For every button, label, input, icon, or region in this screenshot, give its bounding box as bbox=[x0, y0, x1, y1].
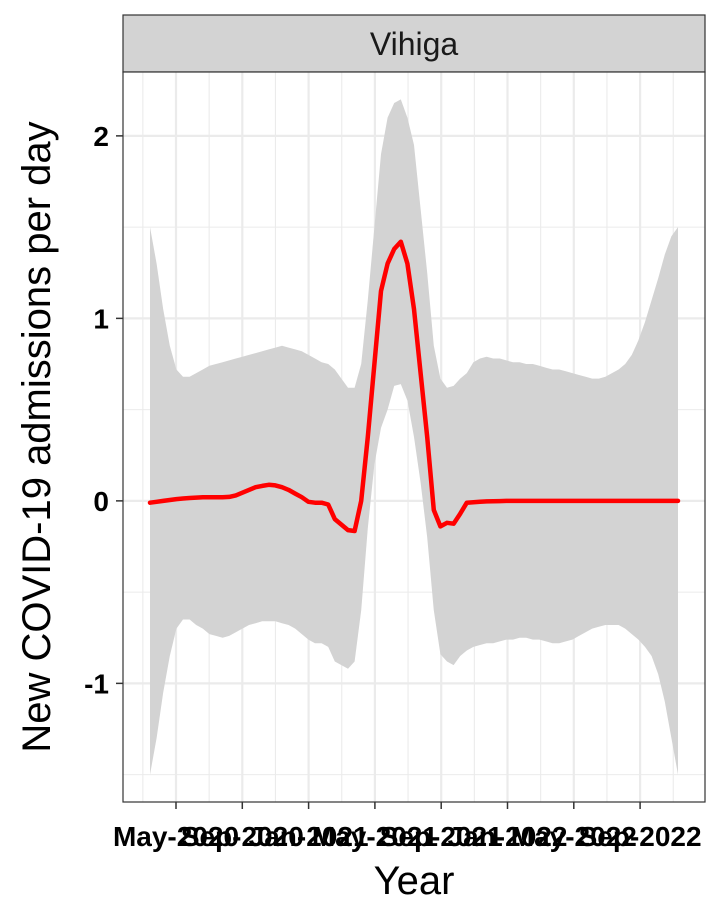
x-tick-label: Jan-2022 bbox=[448, 821, 568, 852]
y-tick-label: -1 bbox=[84, 668, 109, 699]
x-tick-label: May-2022 bbox=[511, 821, 637, 852]
plot-panel-border bbox=[122, 71, 706, 803]
x-tick-label: May-2020 bbox=[113, 821, 239, 852]
x-axis-ticks: May-2020Sep-2020Jan-2021May-2021Sep-2021… bbox=[113, 802, 702, 852]
y-tick-label: 0 bbox=[93, 486, 109, 517]
confidence-ribbon-layer bbox=[150, 99, 678, 775]
y-tick-label: 1 bbox=[93, 303, 109, 334]
x-axis-title: Year bbox=[374, 859, 455, 903]
x-tick-label: Jan-2021 bbox=[249, 821, 369, 852]
x-tick-label: May-2021 bbox=[312, 821, 438, 852]
x-tick-label: Sep-2021 bbox=[380, 821, 503, 852]
series-line bbox=[147, 239, 681, 534]
confidence-ribbon bbox=[150, 99, 678, 775]
x-tick-label: Sep-2022 bbox=[579, 821, 702, 852]
facet-label: Vihiga bbox=[370, 26, 459, 62]
facet-strip bbox=[122, 14, 706, 73]
y-axis-ticks: -1 0 1 2 bbox=[84, 121, 123, 699]
y-axis-title: New COVID-19 admissions per day bbox=[15, 121, 59, 752]
y-tick-label: 2 bbox=[93, 121, 109, 152]
x-tick-label: Sep-2020 bbox=[181, 821, 304, 852]
series-line-layer bbox=[147, 239, 681, 534]
